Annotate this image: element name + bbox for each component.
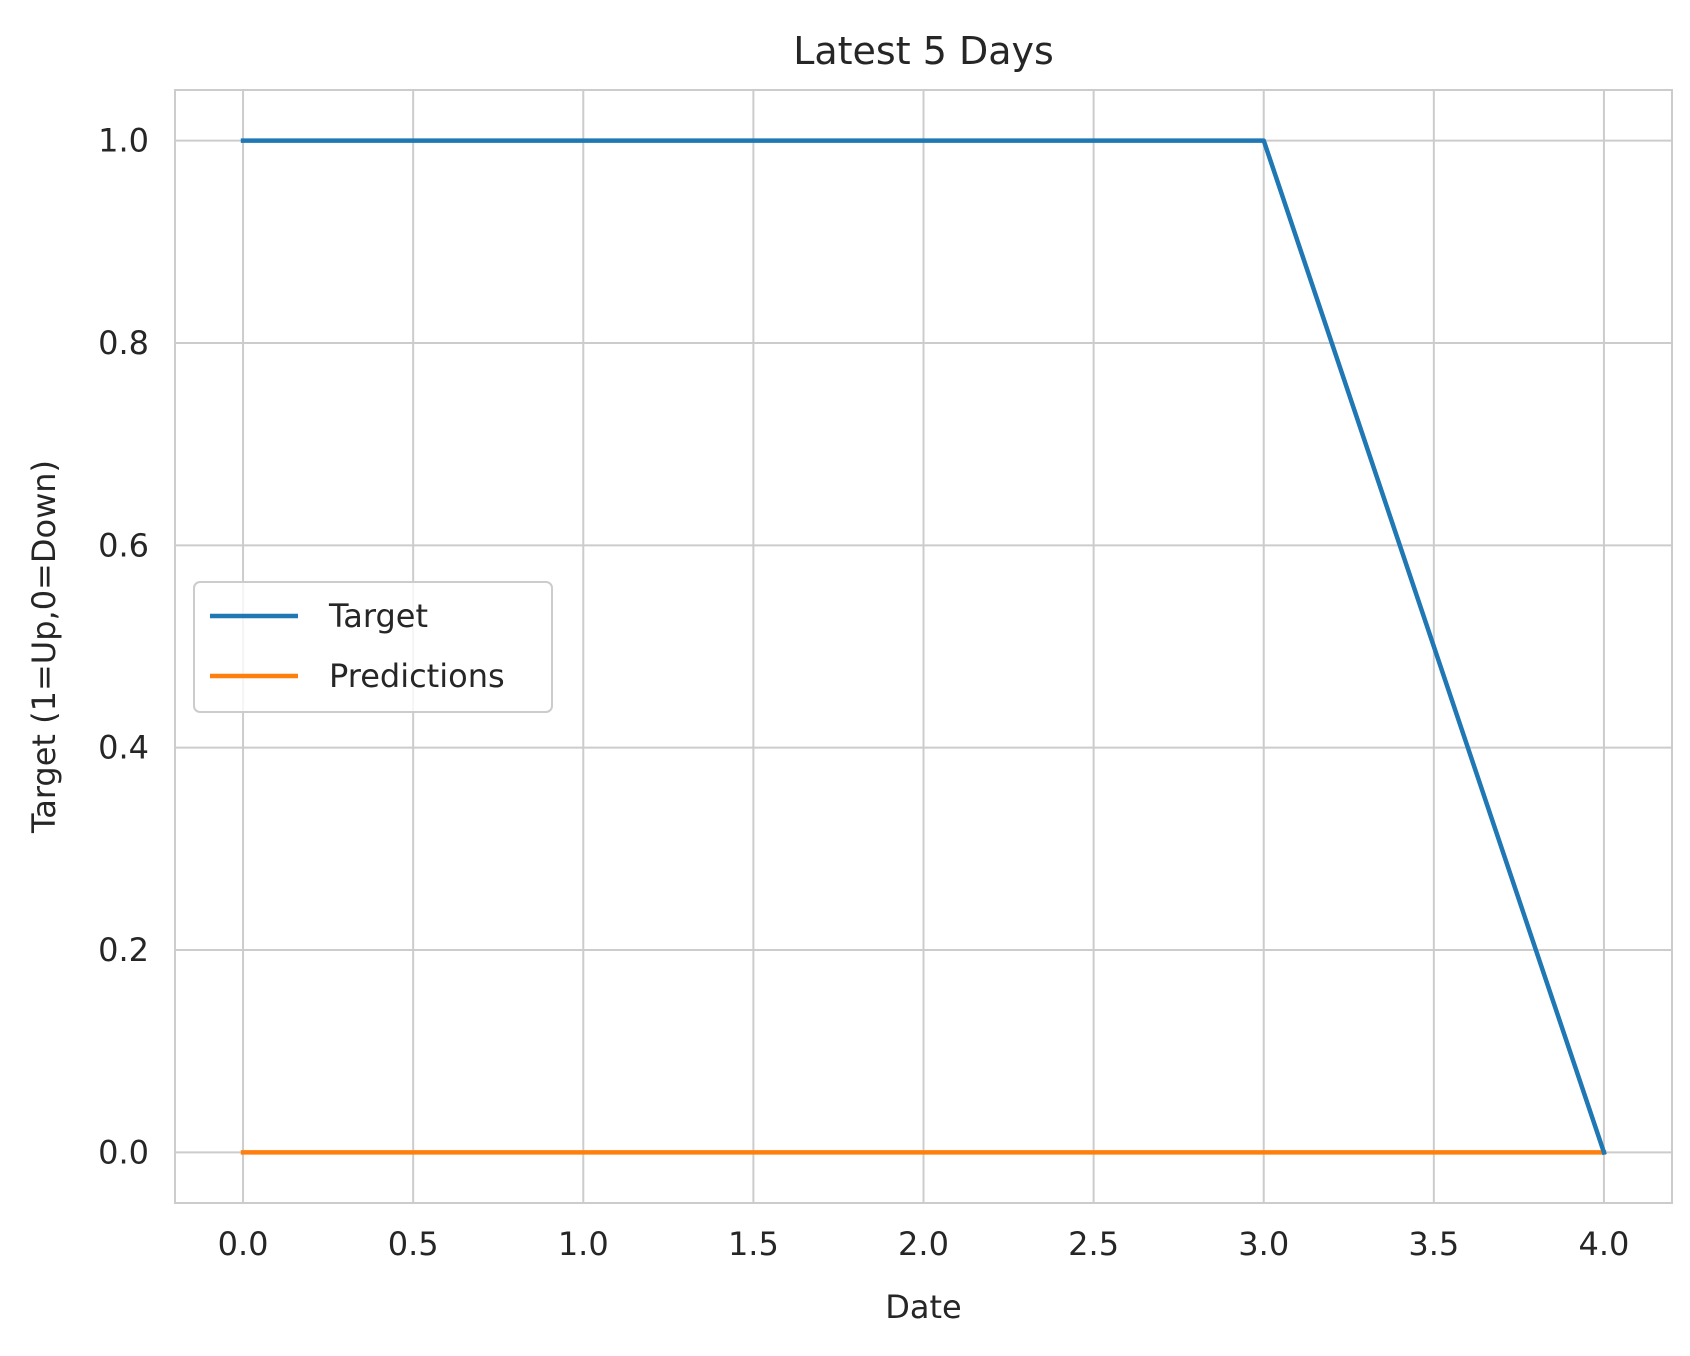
series-lines [240, 138, 1607, 1156]
x-tick-label: 4.0 [1579, 1225, 1630, 1263]
legend-label-predictions: Predictions [329, 657, 505, 695]
chart-title: Latest 5 Days [793, 29, 1054, 73]
legend-label-target: Target [328, 597, 428, 635]
series-line-target [240, 138, 1607, 1156]
plot-frame [174, 89, 1673, 1204]
x-tick-labels: 0.0 0.5 1.0 1.5 2.0 2.5 3.0 3.5 4.0 [218, 1225, 1630, 1263]
y-tick-label: 0.2 [98, 931, 149, 969]
x-tick-label: 0.5 [388, 1225, 439, 1263]
y-tick-label: 0.4 [98, 729, 149, 767]
x-tick-label: 1.0 [558, 1225, 609, 1263]
x-axis-label: Date [885, 1288, 961, 1326]
x-tick-label: 3.0 [1238, 1225, 1289, 1263]
y-tick-label: 1.0 [98, 122, 149, 160]
x-tick-label: 2.0 [898, 1225, 949, 1263]
y-tick-label: 0.0 [98, 1133, 149, 1171]
x-tick-label: 1.5 [728, 1225, 779, 1263]
y-tick-labels: 0.0 0.2 0.4 0.6 0.8 1.0 [98, 122, 149, 1172]
x-tick-label: 2.5 [1068, 1225, 1119, 1263]
legend: Target Predictions [193, 581, 553, 713]
x-tick-label: 0.0 [218, 1225, 269, 1263]
y-tick-label: 0.6 [98, 526, 149, 564]
y-axis-label: Target (1=Up,0=Down) [25, 460, 63, 834]
x-tick-label: 3.5 [1408, 1225, 1459, 1263]
y-tick-label: 0.8 [98, 324, 149, 362]
